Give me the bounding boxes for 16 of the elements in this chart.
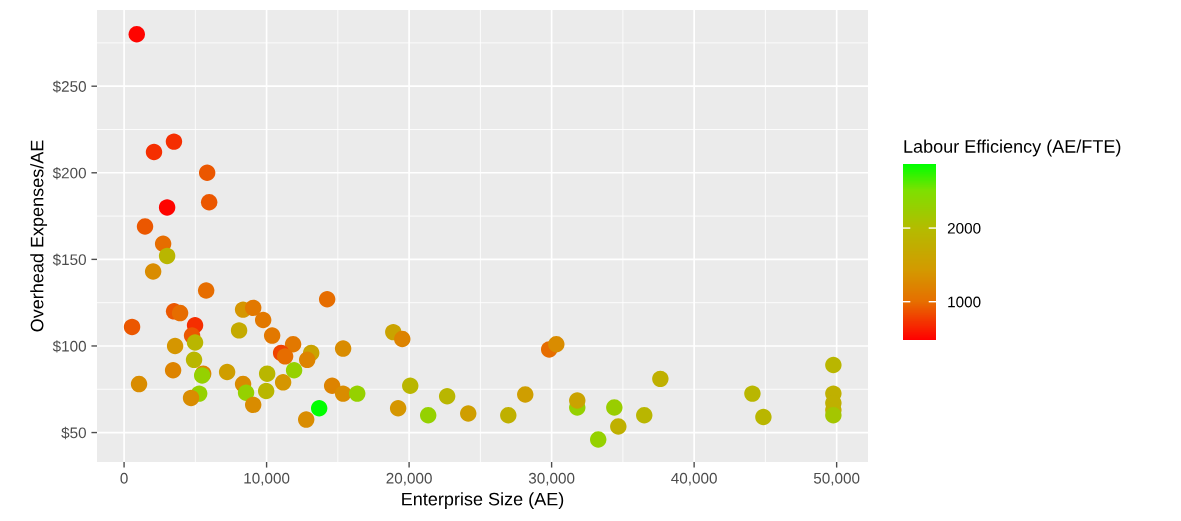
x-tick-label: 40,000 (671, 472, 717, 486)
y-tick-label: $150 (52, 253, 86, 266)
x-tick-label: 50,000 (813, 472, 860, 486)
x-axis-title: Enterprise Size (AE) (402, 492, 564, 510)
color-bar-title: Labour Efficiency (AE/FTE) (904, 139, 1121, 157)
color-bar-label: 2000 (947, 222, 981, 234)
y-tick-label: $100 (52, 340, 86, 353)
x-tick-label: 20,000 (386, 472, 432, 486)
x-tick-label: 0 (120, 472, 128, 484)
x-tick-label: 30,000 (528, 472, 575, 486)
y-tick-label: $250 (52, 80, 86, 93)
y-tick-label: $200 (52, 167, 86, 180)
y-tick-label: $50 (61, 426, 86, 440)
x-tick-label: 10,000 (244, 472, 290, 486)
color-bar-label: 1000 (948, 296, 981, 308)
y-axis-title: Overhead Expenses/AE (30, 140, 48, 332)
